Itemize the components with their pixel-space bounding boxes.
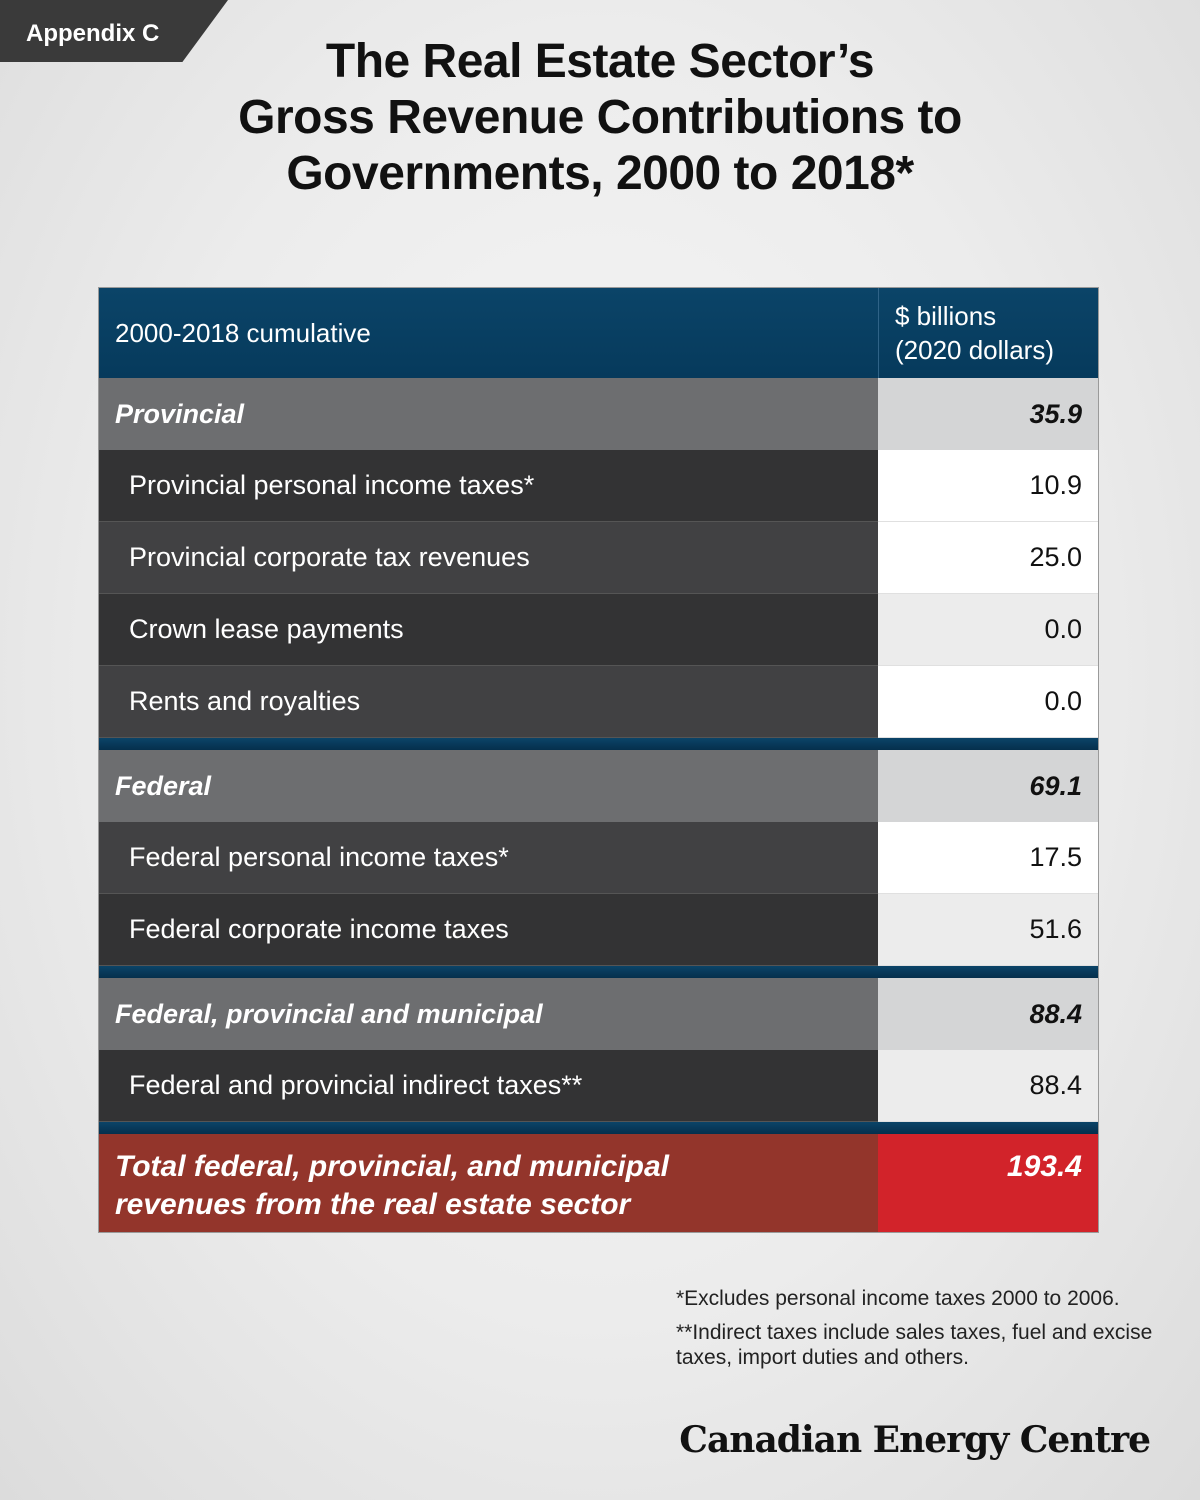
row-label: Rents and royalties: [99, 666, 878, 738]
section-value: 35.9: [878, 378, 1098, 450]
table-row: Federal and provincial indirect taxes** …: [99, 1050, 1098, 1122]
total-label-line-1: Total federal, provincial, and municipal: [115, 1150, 670, 1183]
footnotes: *Excludes personal income taxes 2000 to …: [676, 1286, 1186, 1379]
table-row: Provincial personal income taxes* 10.9: [99, 450, 1098, 522]
section-value: 69.1: [878, 750, 1098, 822]
section-row-provincial: Provincial 35.9: [99, 378, 1098, 450]
footnote-2: **Indirect taxes include sales taxes, fu…: [676, 1321, 1153, 1369]
row-value: 17.5: [878, 822, 1098, 894]
header-value: $ billions (2020 dollars): [878, 288, 1098, 378]
total-label: Total federal, provincial, and municipal…: [99, 1134, 878, 1232]
row-label: Provincial personal income taxes*: [99, 450, 878, 522]
section-label: Federal, provincial and municipal: [99, 978, 878, 1050]
section-divider: [99, 738, 1098, 750]
total-value: 193.4: [878, 1134, 1098, 1232]
section-divider: [99, 1122, 1098, 1134]
title-line-3: Governments, 2000 to 2018*: [286, 147, 914, 200]
table-row: Provincial corporate tax revenues 25.0: [99, 522, 1098, 594]
page-title: The Real Estate Sector’s Gross Revenue C…: [100, 34, 1100, 202]
table-row: Federal corporate income taxes 51.6: [99, 894, 1098, 966]
table-row: Crown lease payments 0.0: [99, 594, 1098, 666]
title-line-1: The Real Estate Sector’s: [325, 35, 875, 88]
row-value: 51.6: [878, 894, 1098, 966]
footnote-1: *Excludes personal income taxes 2000 to …: [676, 1287, 1120, 1310]
header-label: 2000-2018 cumulative: [115, 317, 371, 348]
row-value: 0.0: [878, 666, 1098, 738]
section-divider: [99, 966, 1098, 978]
total-label-line-2: revenues from the real estate sector: [115, 1188, 631, 1221]
row-label: Crown lease payments: [99, 594, 878, 666]
section-value: 88.4: [878, 978, 1098, 1050]
section-row-federal: Federal 69.1: [99, 750, 1098, 822]
revenue-table: 2000-2018 cumulative $ billions (2020 do…: [98, 287, 1099, 1233]
appendix-tag: Appendix C: [0, 0, 228, 62]
row-value: 0.0: [878, 594, 1098, 666]
brand-logo: Canadian Energy Centre: [679, 1419, 1151, 1461]
total-row: Total federal, provincial, and municipal…: [99, 1134, 1098, 1232]
section-label: Federal: [99, 750, 878, 822]
header-value-line-1: $ billions: [895, 301, 997, 331]
table-row: Rents and royalties 0.0: [99, 666, 1098, 738]
header-value-line-2: (2020 dollars): [895, 335, 1054, 365]
section-row-combined: Federal, provincial and municipal 88.4: [99, 978, 1098, 1050]
row-label: Provincial corporate tax revenues: [99, 522, 878, 594]
row-label: Federal and provincial indirect taxes**: [99, 1050, 878, 1122]
table-header: 2000-2018 cumulative $ billions (2020 do…: [99, 288, 1098, 378]
row-label: Federal personal income taxes*: [99, 822, 878, 894]
row-value: 25.0: [878, 522, 1098, 594]
row-label: Federal corporate income taxes: [99, 894, 878, 966]
table-row: Federal personal income taxes* 17.5: [99, 822, 1098, 894]
section-label: Provincial: [99, 378, 878, 450]
row-value: 10.9: [878, 450, 1098, 522]
title-line-2: Gross Revenue Contributions to: [238, 91, 962, 144]
row-value: 88.4: [878, 1050, 1098, 1122]
